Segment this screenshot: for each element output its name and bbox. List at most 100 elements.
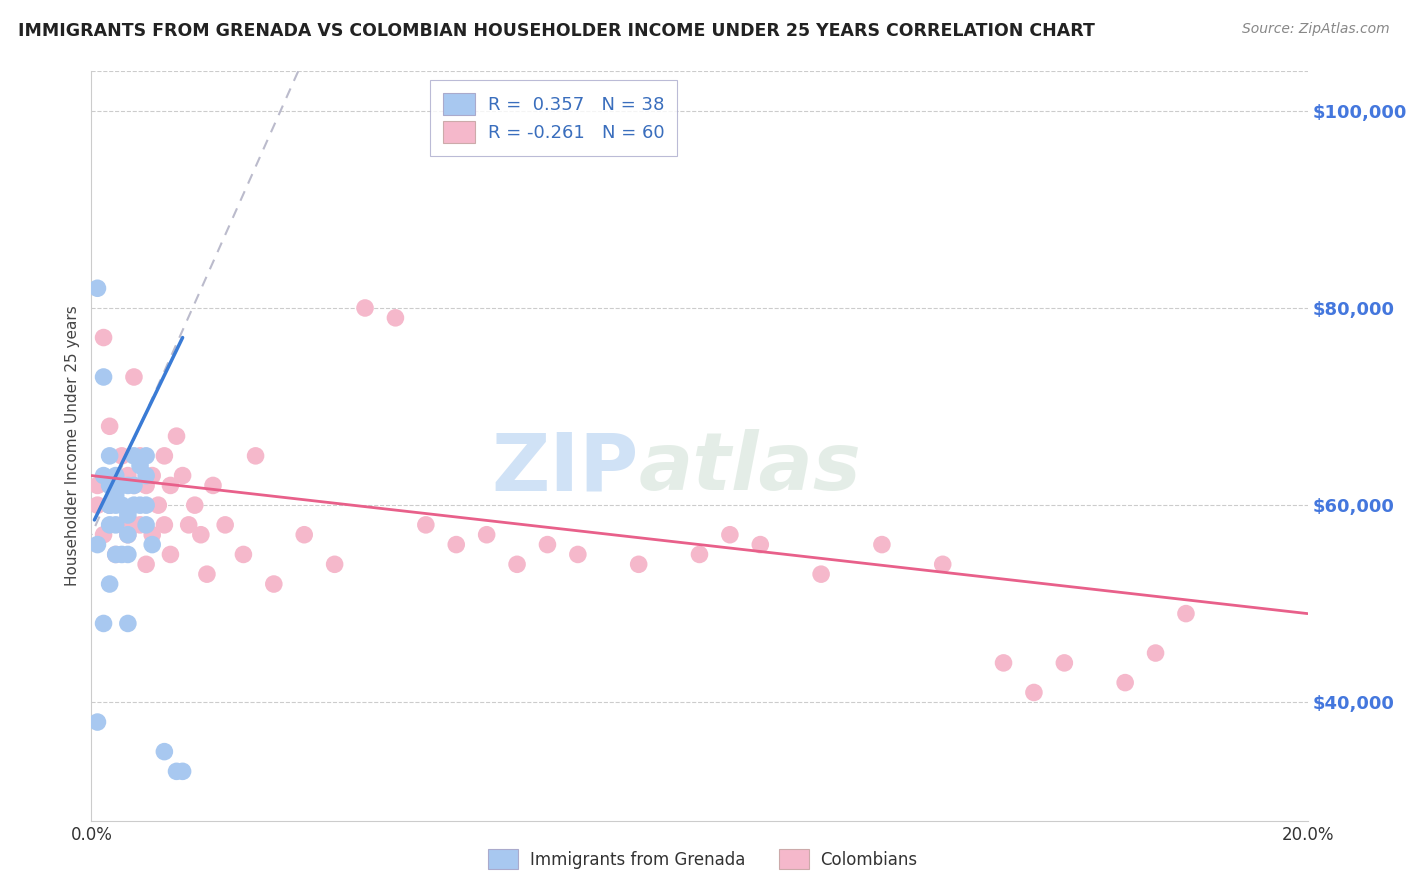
Point [111, 548, 134, 562]
Point [749, 538, 772, 552]
Point [98, 478, 121, 492]
Point [86, 478, 108, 492]
Point [166, 429, 188, 443]
Point [135, 478, 157, 492]
Point [415, 517, 437, 532]
Point [141, 538, 163, 552]
Point [177, 517, 200, 532]
Point [688, 548, 710, 562]
Point [122, 498, 145, 512]
Point [117, 616, 139, 631]
Point [98, 498, 121, 512]
Point [1053, 656, 1076, 670]
Point [166, 764, 188, 779]
Text: IMMIGRANTS FROM GRENADA VS COLOMBIAN HOUSEHOLDER INCOME UNDER 25 YEARS CORRELATI: IMMIGRANTS FROM GRENADA VS COLOMBIAN HOU… [18, 22, 1095, 40]
Point [117, 527, 139, 541]
Point [98, 498, 121, 512]
Point [129, 458, 152, 473]
Point [111, 498, 134, 512]
Point [567, 548, 589, 562]
Point [172, 764, 194, 779]
Point [195, 567, 218, 582]
Point [98, 449, 121, 463]
Point [122, 517, 145, 532]
Point [153, 745, 176, 759]
Text: ZIP: ZIP [492, 429, 638, 508]
Point [1114, 675, 1136, 690]
Point [627, 558, 650, 572]
Point [202, 478, 225, 492]
Legend: R =  0.357   N = 38, R = -0.261   N = 60: R = 0.357 N = 38, R = -0.261 N = 60 [430, 80, 678, 156]
Point [159, 548, 181, 562]
Point [93, 616, 115, 631]
Point [122, 370, 145, 384]
Point [117, 548, 139, 562]
Point [444, 538, 467, 552]
Point [993, 656, 1015, 670]
Point [159, 478, 181, 492]
Point [129, 517, 152, 532]
Point [263, 577, 285, 591]
Point [86, 538, 108, 552]
Point [292, 527, 315, 541]
Point [135, 449, 157, 463]
Point [135, 498, 157, 512]
Point [384, 310, 406, 325]
Point [148, 498, 170, 512]
Point [870, 538, 893, 552]
Point [111, 478, 134, 492]
Point [117, 468, 139, 483]
Point [354, 301, 377, 315]
Point [1174, 607, 1197, 621]
Point [104, 498, 127, 512]
Point [117, 508, 139, 522]
Point [104, 468, 127, 483]
Point [93, 527, 115, 541]
Point [232, 548, 254, 562]
Point [153, 449, 176, 463]
Point [536, 538, 558, 552]
Point [98, 419, 121, 434]
Point [104, 478, 127, 492]
Point [86, 498, 108, 512]
Point [129, 449, 152, 463]
Point [141, 468, 163, 483]
Point [86, 281, 108, 295]
Point [104, 548, 127, 562]
Point [117, 527, 139, 541]
Point [93, 370, 115, 384]
Point [135, 558, 157, 572]
Point [323, 558, 346, 572]
Point [931, 558, 953, 572]
Point [810, 567, 832, 582]
Point [135, 468, 157, 483]
Point [475, 527, 498, 541]
Point [506, 558, 529, 572]
Point [98, 577, 121, 591]
Point [214, 517, 236, 532]
Text: Source: ZipAtlas.com: Source: ZipAtlas.com [1241, 22, 1389, 37]
Point [117, 478, 139, 492]
Point [718, 527, 741, 541]
Point [245, 449, 267, 463]
Point [172, 468, 194, 483]
Point [104, 548, 127, 562]
Legend: Immigrants from Grenada, Colombians: Immigrants from Grenada, Colombians [478, 838, 928, 880]
Point [153, 517, 176, 532]
Point [184, 498, 207, 512]
Point [86, 714, 108, 729]
Point [129, 498, 152, 512]
Point [98, 498, 121, 512]
Point [1144, 646, 1167, 660]
Y-axis label: Householder Income Under 25 years: Householder Income Under 25 years [65, 306, 80, 586]
Point [122, 478, 145, 492]
Point [135, 517, 157, 532]
Point [104, 488, 127, 502]
Point [111, 517, 134, 532]
Point [98, 517, 121, 532]
Point [1022, 685, 1045, 699]
Point [93, 468, 115, 483]
Text: atlas: atlas [638, 429, 862, 508]
Point [122, 478, 145, 492]
Point [141, 527, 163, 541]
